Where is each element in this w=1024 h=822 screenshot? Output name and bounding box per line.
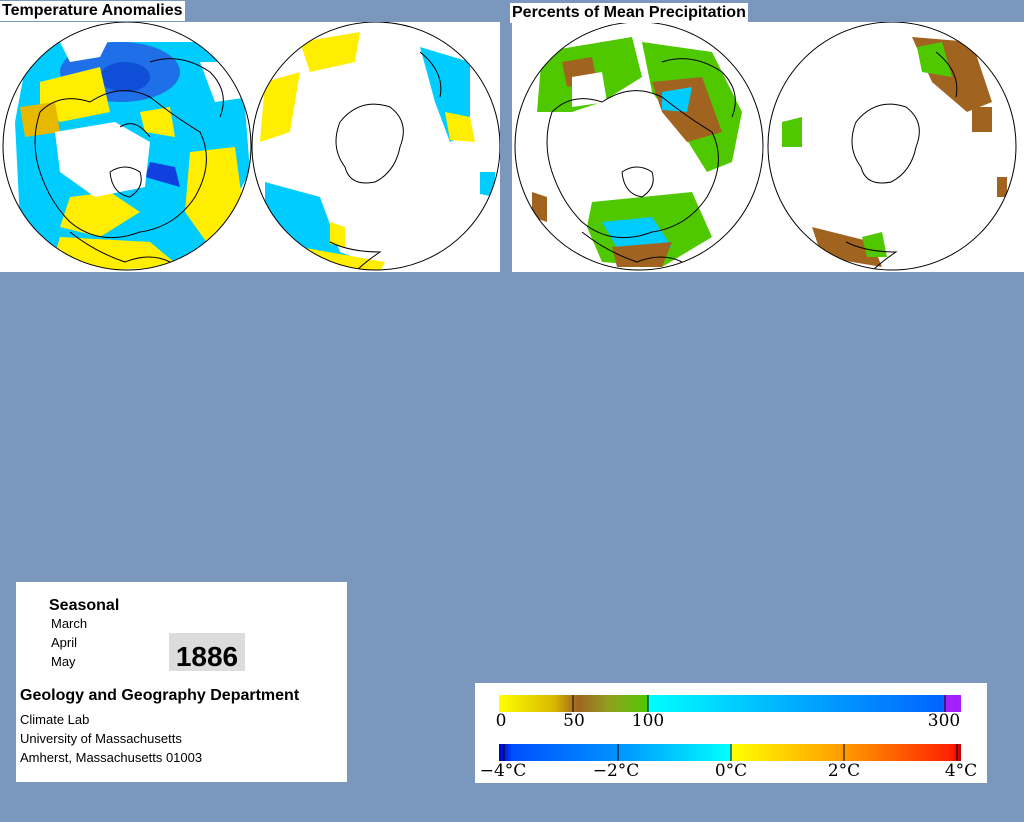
precipitation-panel-title: Percents of Mean Precipitation	[510, 3, 748, 23]
color-legend: 0 50 100 300 −4°C −2°C 0°C 2°C 4°C	[475, 683, 987, 783]
month-label: March	[51, 616, 88, 631]
temperature-tick: −2°C	[592, 761, 640, 781]
precipitation-tick: 0	[495, 711, 507, 731]
temperature-southern-hemisphere	[252, 22, 500, 270]
temperature-map-panel	[0, 22, 500, 272]
precipitation-globes	[514, 22, 1017, 271]
temperature-panel-title: Temperature Anomalies	[0, 1, 185, 21]
month-label: May	[51, 654, 76, 669]
address-line: Climate Lab	[20, 712, 90, 727]
temperature-tick: 4°C	[944, 761, 978, 781]
precipitation-northern-hemisphere	[515, 22, 763, 270]
temperature-tick: 2°C	[827, 761, 861, 781]
year-display: 1886	[169, 633, 245, 672]
precipitation-southern-hemisphere	[768, 22, 1016, 270]
legend-bars	[499, 695, 961, 761]
precipitation-color-bar	[499, 695, 961, 712]
seasonal-heading: Seasonal	[49, 597, 120, 614]
month-label: April	[51, 635, 78, 650]
precipitation-map-panel	[512, 22, 1024, 272]
temperature-globes	[2, 22, 500, 271]
address-line: Amherst, Massachusetts 01003	[20, 750, 203, 765]
department-name: Geology and Geography Department	[20, 687, 300, 704]
precipitation-tick: 300	[927, 711, 961, 731]
temperature-northern-hemisphere	[3, 22, 251, 270]
temperature-tick: 0°C	[714, 761, 748, 781]
info-box: Seasonal March April May 1886 Geology an…	[16, 582, 347, 782]
precipitation-tick: 100	[631, 711, 665, 731]
temperature-color-bar	[499, 744, 961, 761]
precipitation-tick: 50	[563, 711, 585, 731]
temperature-tick: −4°C	[479, 761, 527, 781]
address-line: University of Massachusetts	[20, 731, 182, 746]
